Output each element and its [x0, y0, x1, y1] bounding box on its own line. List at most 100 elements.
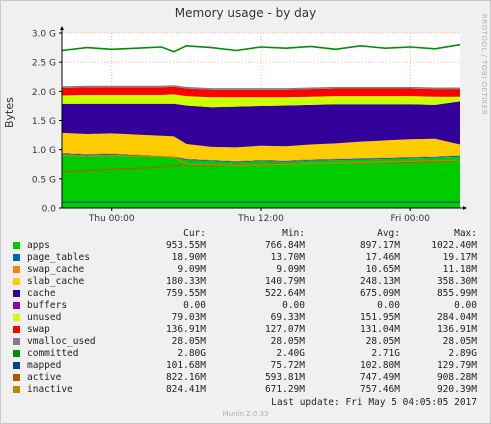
- legend-avg: 675.09M: [359, 288, 400, 299]
- legend-row-slab_cache: slab_cache 180.33M 140.79M 248.13M 358.30M: [0, 276, 491, 288]
- legend-row-unused: unused 79.03M 69.33M 151.95M 284.04M: [0, 312, 491, 324]
- legend-swatch: [13, 350, 20, 357]
- legend-swatch: [13, 362, 20, 369]
- legend-min: 671.29M: [264, 384, 305, 395]
- legend-swatch: [13, 326, 20, 333]
- legend-max: 1022.40M: [431, 240, 477, 251]
- legend-name: buffers: [27, 300, 68, 311]
- area-cache: [62, 101, 460, 148]
- legend-min: 0.00: [282, 300, 305, 311]
- legend-min: 9.09M: [276, 264, 305, 275]
- x-tick-label: Thu 00:00: [88, 214, 135, 224]
- x-tick-label: Fri 00:00: [390, 214, 430, 224]
- legend-row-buffers: buffers 0.00 0.00 0.00 0.00: [0, 300, 491, 312]
- legend-avg: 248.13M: [359, 276, 400, 287]
- legend-swatch: [13, 374, 20, 381]
- legend-name: unused: [27, 312, 62, 323]
- legend-name: apps: [27, 240, 50, 251]
- line-inactive: [61, 154, 461, 167]
- legend-avg: 102.80M: [359, 360, 400, 371]
- legend-max: 284.04M: [436, 312, 477, 323]
- legend-max: 0.00: [454, 300, 477, 311]
- legend-avg: 0.00: [377, 300, 400, 311]
- legend-header-avg: Avg:: [377, 228, 400, 239]
- legend-cur: 759.55M: [165, 288, 206, 299]
- legend-row-apps: apps 953.55M 766.84M 897.17M 1022.40M: [0, 240, 491, 252]
- legend-row-vmalloc_used: vmalloc_used 28.05M 28.05M 28.05M 28.05M: [0, 336, 491, 348]
- legend-max: 129.79M: [436, 360, 477, 371]
- legend-row-page_tables: page_tables 18.90M 13.70M 17.46M 19.17M: [0, 252, 491, 264]
- legend-min: 522.64M: [264, 288, 305, 299]
- legend-min: 75.72M: [270, 360, 305, 371]
- line-committed: [61, 43, 461, 53]
- legend-row-committed: committed 2.80G 2.40G 2.71G 2.89G: [0, 348, 491, 360]
- area-swap: [62, 86, 460, 98]
- y-tick-label: 2.0 G: [32, 88, 56, 98]
- legend-avg: 151.95M: [359, 312, 400, 323]
- legend-cur: 136.91M: [165, 324, 206, 335]
- legend-min: 69.33M: [270, 312, 305, 323]
- area-swap_cache: [62, 152, 460, 162]
- legend-row-inactive: inactive 824.41M 671.29M 757.46M 920.39M: [0, 384, 491, 396]
- legend-header-max: Max:: [454, 228, 477, 239]
- legend-name: mapped: [27, 360, 62, 371]
- x-tick-label: Thu 12:00: [237, 214, 284, 224]
- y-tick-label: 1.0 G: [32, 146, 56, 156]
- last-update: Last update: Fri May 5 04:05:05 2017: [271, 397, 477, 408]
- legend-avg: 10.65M: [365, 264, 400, 275]
- legend-swatch: [13, 314, 20, 321]
- legend-min: 766.84M: [264, 240, 305, 251]
- legend-avg: 897.17M: [359, 240, 400, 251]
- area-page_tables: [62, 153, 460, 163]
- legend-cur: 18.90M: [171, 252, 206, 263]
- legend-name: inactive: [27, 384, 73, 395]
- legend-avg: 28.05M: [365, 336, 400, 347]
- x-axis-arrow: [463, 206, 467, 210]
- area-unused: [62, 94, 460, 108]
- legend-max: 28.05M: [442, 336, 477, 347]
- legend-name: swap: [27, 324, 50, 335]
- legend-cur: 180.33M: [165, 276, 206, 287]
- chart-title: Memory usage - by day: [174, 6, 317, 20]
- legend-avg: 747.49M: [359, 372, 400, 383]
- legend-swatch: [13, 290, 20, 297]
- legend-swatch: [13, 266, 20, 273]
- y-tick-label: 2.5 G: [32, 59, 56, 69]
- legend-name: committed: [27, 348, 79, 359]
- legend-max: 358.30M: [436, 276, 477, 287]
- legend-swatch: [13, 254, 20, 261]
- legend-row-swap: swap 136.91M 127.07M 131.04M 136.91M: [0, 324, 491, 336]
- legend-name: vmalloc_used: [27, 336, 96, 347]
- legend-min: 593.81M: [264, 372, 305, 383]
- legend-swatch: [13, 386, 20, 393]
- y-tick-label: 0.5 G: [32, 175, 56, 185]
- legend-name: swap_cache: [27, 264, 85, 275]
- area-vmalloc_used: [62, 85, 460, 90]
- legend-row-active: active 822.16M 593.81M 747.49M 908.28M: [0, 372, 491, 384]
- legend-row-mapped: mapped 101.68M 75.72M 102.80M 129.79M: [0, 360, 491, 372]
- legend-cur: 822.16M: [165, 372, 206, 383]
- legend-cur: 28.05M: [171, 336, 206, 347]
- legend-cur: 0.00: [183, 300, 206, 311]
- munin-version: Munin 2.0.33: [222, 410, 269, 418]
- legend-max: 11.18M: [442, 264, 477, 275]
- y-axis-arrow: [60, 26, 64, 30]
- y-tick-label: 1.5 G: [32, 117, 56, 127]
- legend-swatch: [13, 242, 20, 249]
- legend-name: active: [27, 372, 62, 383]
- legend-cur: 953.55M: [165, 240, 206, 251]
- y-tick-label: 3.0 G: [32, 30, 56, 40]
- legend-min: 127.07M: [264, 324, 305, 335]
- legend-max: 908.28M: [436, 372, 477, 383]
- y-tick-label: 0.0: [42, 205, 57, 215]
- legend-name: slab_cache: [27, 276, 85, 287]
- legend-min: 2.40G: [276, 348, 305, 359]
- legend-row-cache: cache 759.55M 522.64M 675.09M 855.99M: [0, 288, 491, 300]
- legend-avg: 2.71G: [371, 348, 400, 359]
- legend-swatch: [13, 338, 20, 345]
- legend-cur: 824.41M: [165, 384, 206, 395]
- legend-min: 28.05M: [270, 336, 305, 347]
- legend-avg: 757.46M: [359, 384, 400, 395]
- legend-swatch: [13, 278, 20, 285]
- legend-avg: 131.04M: [359, 324, 400, 335]
